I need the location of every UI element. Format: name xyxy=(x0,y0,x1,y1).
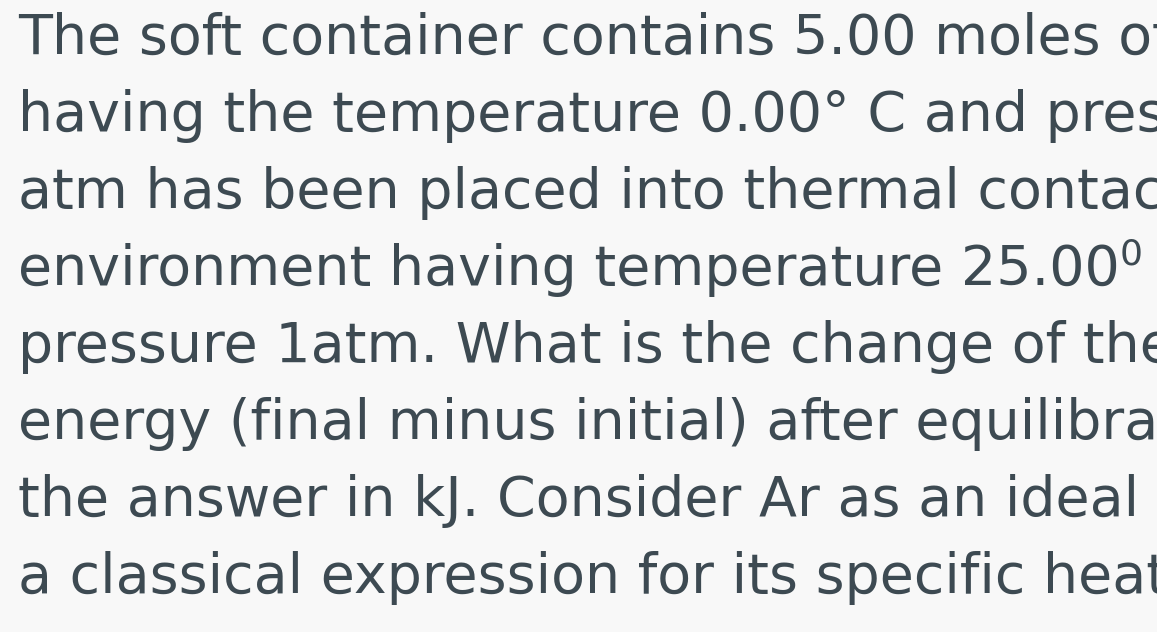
Text: the answer in kJ. Consider Ar as an ideal gas and use: the answer in kJ. Consider Ar as an idea… xyxy=(19,474,1157,528)
Text: 0: 0 xyxy=(1120,238,1143,272)
Text: a classical expression for its specific heat.: a classical expression for its specific … xyxy=(19,551,1157,605)
Text: having the temperature 0.00° C and pressure of 2.00: having the temperature 0.00° C and press… xyxy=(19,89,1157,143)
Text: The soft container contains 5.00 moles of gaseous Ar: The soft container contains 5.00 moles o… xyxy=(19,12,1157,66)
Text: pressure 1atm. What is the change of the Gibbs  free: pressure 1atm. What is the change of the… xyxy=(19,320,1157,374)
Text: energy (final minus initial) after equilibration. Express: energy (final minus initial) after equil… xyxy=(19,397,1157,451)
Text: environment having temperature 25.00: environment having temperature 25.00 xyxy=(19,243,1120,297)
Text: atm has been placed into thermal contact with the: atm has been placed into thermal contact… xyxy=(19,166,1157,220)
